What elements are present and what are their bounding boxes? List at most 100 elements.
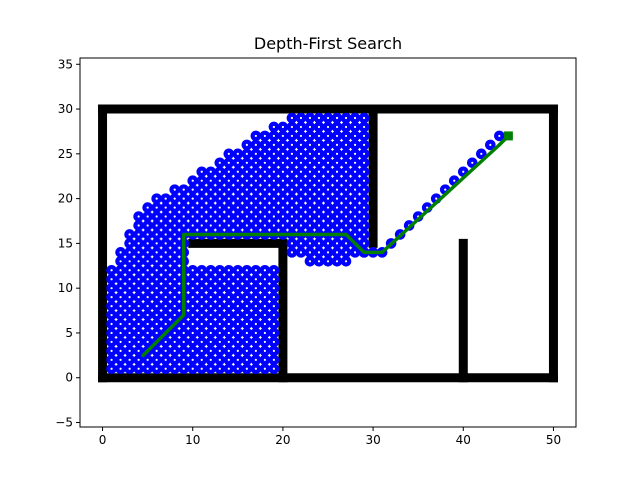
visited-point-center	[200, 287, 203, 290]
visited-point-center	[191, 313, 194, 317]
visited-point	[268, 291, 280, 303]
visited-point	[205, 363, 217, 375]
visited-point	[340, 112, 352, 124]
visited-point	[169, 327, 180, 339]
visited-point-center	[290, 242, 294, 245]
visited-point-center	[236, 278, 239, 281]
visited-point-center	[200, 269, 203, 272]
visited-point-center	[317, 134, 321, 138]
visited-point-center	[344, 152, 348, 155]
visited-point-center	[281, 188, 285, 191]
visited-point-center	[290, 215, 294, 218]
visited-point	[232, 273, 244, 285]
visited-point	[142, 291, 153, 303]
visited-point-center	[344, 179, 348, 182]
visited-point-center	[362, 152, 366, 155]
visited-point-center	[218, 331, 221, 335]
visited-point	[115, 327, 126, 339]
visited-point-center	[281, 125, 285, 129]
visited-point-center	[191, 367, 194, 370]
visited-point-center	[308, 134, 312, 138]
visited-point-center	[191, 224, 194, 227]
visited-point	[331, 175, 343, 187]
visited-point-center	[272, 134, 275, 138]
visited-point	[151, 345, 162, 357]
visited-point	[295, 139, 307, 151]
visited-point	[214, 264, 226, 276]
visited-point	[196, 273, 208, 285]
visited-point	[268, 175, 280, 187]
visited-point-center	[227, 296, 230, 299]
y-tick-label: 35	[58, 57, 73, 71]
visited-point	[187, 220, 199, 231]
visited-point-center	[326, 143, 330, 146]
visited-point	[124, 363, 135, 375]
visited-point	[142, 282, 153, 294]
visited-point	[250, 363, 262, 375]
visited-point-center	[218, 161, 221, 164]
visited-point-center	[362, 170, 366, 173]
visited-point-center	[290, 116, 294, 120]
visited-point	[277, 175, 289, 187]
visited-point-center	[119, 278, 122, 281]
visited-point-center	[245, 287, 248, 290]
visited-point	[232, 363, 244, 375]
visited-point	[187, 175, 199, 187]
visited-point-center	[272, 215, 275, 218]
visited-point-center	[209, 349, 212, 352]
visited-point-center	[128, 269, 131, 272]
visited-point-center	[362, 206, 366, 209]
visited-point	[250, 354, 262, 366]
visited-point	[322, 175, 334, 187]
visited-point	[223, 318, 235, 330]
visited-point	[196, 166, 208, 178]
visited-point-center	[272, 152, 275, 155]
visited-point-center	[209, 170, 212, 173]
visited-point-center	[164, 224, 167, 227]
visited-point-center	[353, 116, 357, 120]
visited-point-center	[263, 143, 266, 146]
visited-point-center	[299, 224, 303, 227]
visited-point	[358, 193, 370, 204]
visited-point	[259, 202, 271, 213]
visited-point	[232, 175, 244, 187]
visited-point	[340, 148, 352, 160]
visited-point-center	[155, 349, 158, 352]
visited-point-center	[272, 197, 275, 200]
visited-point	[124, 300, 135, 312]
visited-point-center	[236, 304, 239, 308]
visited-point	[142, 229, 153, 240]
visited-point	[304, 184, 316, 195]
visited-point	[196, 193, 208, 204]
visited-point	[187, 309, 199, 321]
visited-point	[142, 363, 153, 375]
visited-point	[268, 363, 280, 375]
visited-point	[223, 184, 235, 195]
x-tick-label: 30	[365, 433, 380, 447]
visited-point	[151, 273, 162, 285]
visited-point-center	[245, 143, 248, 146]
visited-point	[349, 247, 361, 258]
visited-point-center	[155, 331, 158, 335]
visited-point	[205, 327, 217, 339]
visited-point-center	[254, 304, 257, 308]
visited-point	[187, 202, 199, 213]
visited-point	[250, 309, 262, 321]
visited-point-center	[362, 179, 366, 182]
visited-point	[331, 121, 343, 133]
visited-point	[232, 300, 244, 312]
visited-point-center	[299, 206, 303, 209]
visited-point	[196, 318, 208, 330]
visited-point-center	[119, 349, 122, 352]
y-tick-label: 5	[65, 326, 73, 340]
visited-point	[313, 112, 325, 124]
visited-point	[187, 327, 199, 339]
visited-point	[241, 175, 253, 187]
visited-point-center	[137, 367, 140, 370]
visited-point	[340, 220, 352, 231]
visited-point-center	[164, 304, 167, 308]
visited-point	[259, 354, 271, 366]
visited-point	[232, 193, 244, 204]
visited-point-center	[335, 161, 339, 164]
visited-point	[322, 166, 334, 178]
